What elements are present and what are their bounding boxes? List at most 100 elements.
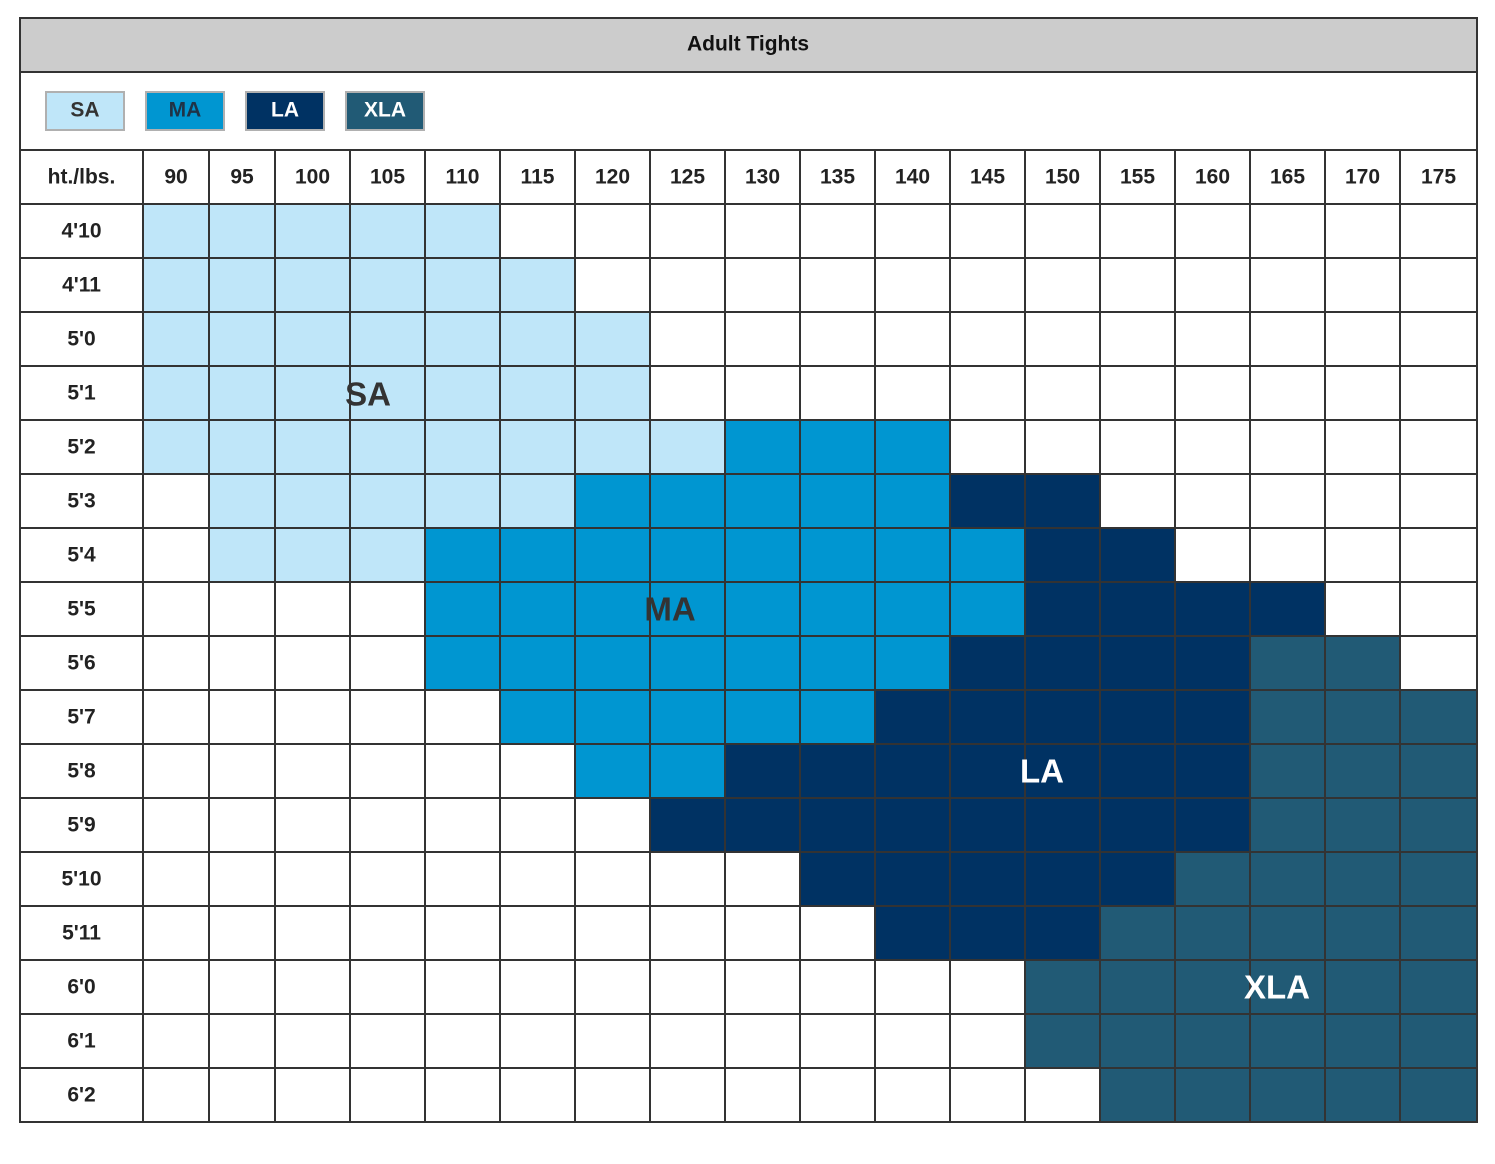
height-label: 6'0 [67, 976, 95, 999]
size-cell [949, 257, 1026, 313]
legend-label: SA [70, 99, 99, 122]
size-cell [649, 365, 726, 421]
size-cell [499, 365, 576, 421]
size-cell [649, 473, 726, 529]
size-cell [649, 203, 726, 259]
size-cell [274, 203, 351, 259]
size-cell [499, 527, 576, 583]
row-header-cell [19, 365, 144, 421]
size-cell [799, 905, 876, 961]
size-cell [1249, 1067, 1326, 1123]
legend-label: LA [271, 99, 299, 122]
size-cell [1324, 959, 1401, 1015]
size-cell [649, 1067, 726, 1123]
size-cell [649, 1013, 726, 1069]
size-cell [1399, 635, 1478, 691]
size-cell [1024, 635, 1101, 691]
header-cell [649, 149, 726, 205]
size-cell [274, 419, 351, 475]
size-cell [424, 419, 501, 475]
row-header-cell [19, 959, 144, 1015]
size-cell [1399, 1067, 1478, 1123]
size-cell [349, 311, 426, 367]
size-cell [274, 689, 351, 745]
size-cell [1324, 797, 1401, 853]
size-cell [208, 689, 276, 745]
size-cell [1174, 635, 1251, 691]
size-cell [1174, 257, 1251, 313]
size-cell [1099, 905, 1176, 961]
size-cell [1324, 203, 1401, 259]
size-cell [1399, 203, 1478, 259]
size-cell [1249, 689, 1326, 745]
size-cell [724, 473, 801, 529]
size-cell [874, 851, 951, 907]
size-cell [1324, 419, 1401, 475]
size-cell [424, 527, 501, 583]
header-cell [1324, 149, 1401, 205]
size-cell [142, 743, 210, 799]
size-cell [574, 257, 651, 313]
size-cell [499, 203, 576, 259]
size-cell [874, 473, 951, 529]
weight-label: 145 [970, 166, 1005, 189]
size-cell [574, 527, 651, 583]
size-cell [574, 635, 651, 691]
row-header-cell [19, 311, 144, 367]
size-cell [499, 797, 576, 853]
corner-label: ht./lbs. [48, 166, 116, 189]
size-cell [574, 311, 651, 367]
size-cell [649, 905, 726, 961]
size-cell [274, 473, 351, 529]
size-cell [799, 743, 876, 799]
height-label: 6'1 [67, 1030, 96, 1053]
size-cell [1249, 311, 1326, 367]
size-cell [208, 797, 276, 853]
size-cell [349, 1067, 426, 1123]
size-cell [724, 257, 801, 313]
size-cell [1174, 203, 1251, 259]
size-cell [1099, 1013, 1176, 1069]
size-cell [949, 419, 1026, 475]
size-cell [949, 203, 1026, 259]
size-cell [142, 689, 210, 745]
size-cell [274, 905, 351, 961]
size-cell [208, 743, 276, 799]
size-cell [949, 1013, 1026, 1069]
size-cell [799, 203, 876, 259]
size-cell [1099, 959, 1176, 1015]
size-cell [274, 365, 351, 421]
size-cell [874, 1067, 951, 1123]
weight-label: 155 [1120, 166, 1155, 189]
size-cell [1174, 797, 1251, 853]
size-cell [949, 1067, 1026, 1123]
size-cell [1399, 527, 1478, 583]
size-cell [1249, 365, 1326, 421]
size-cell [1099, 1067, 1176, 1123]
size-cell [349, 527, 426, 583]
size-cell [1099, 257, 1176, 313]
size-cell [1249, 257, 1326, 313]
size-cell [874, 905, 951, 961]
size-cell [208, 527, 276, 583]
size-cell [1399, 851, 1478, 907]
size-cell [949, 365, 1026, 421]
size-cell [208, 1067, 276, 1123]
weight-label: 160 [1195, 166, 1230, 189]
size-cell [1324, 1067, 1401, 1123]
size-cell [1174, 1067, 1251, 1123]
size-cell [1249, 1013, 1326, 1069]
size-cell [949, 473, 1026, 529]
size-cell [799, 635, 876, 691]
size-cell [1099, 635, 1176, 691]
header-cell [874, 149, 951, 205]
size-cell [1324, 743, 1401, 799]
size-cell [574, 1013, 651, 1069]
size-cell [1249, 851, 1326, 907]
size-cell [349, 365, 426, 421]
height-label: 5'10 [61, 868, 101, 891]
size-cell [349, 797, 426, 853]
size-cell [1399, 581, 1478, 637]
size-cell [799, 851, 876, 907]
size-cell [724, 689, 801, 745]
